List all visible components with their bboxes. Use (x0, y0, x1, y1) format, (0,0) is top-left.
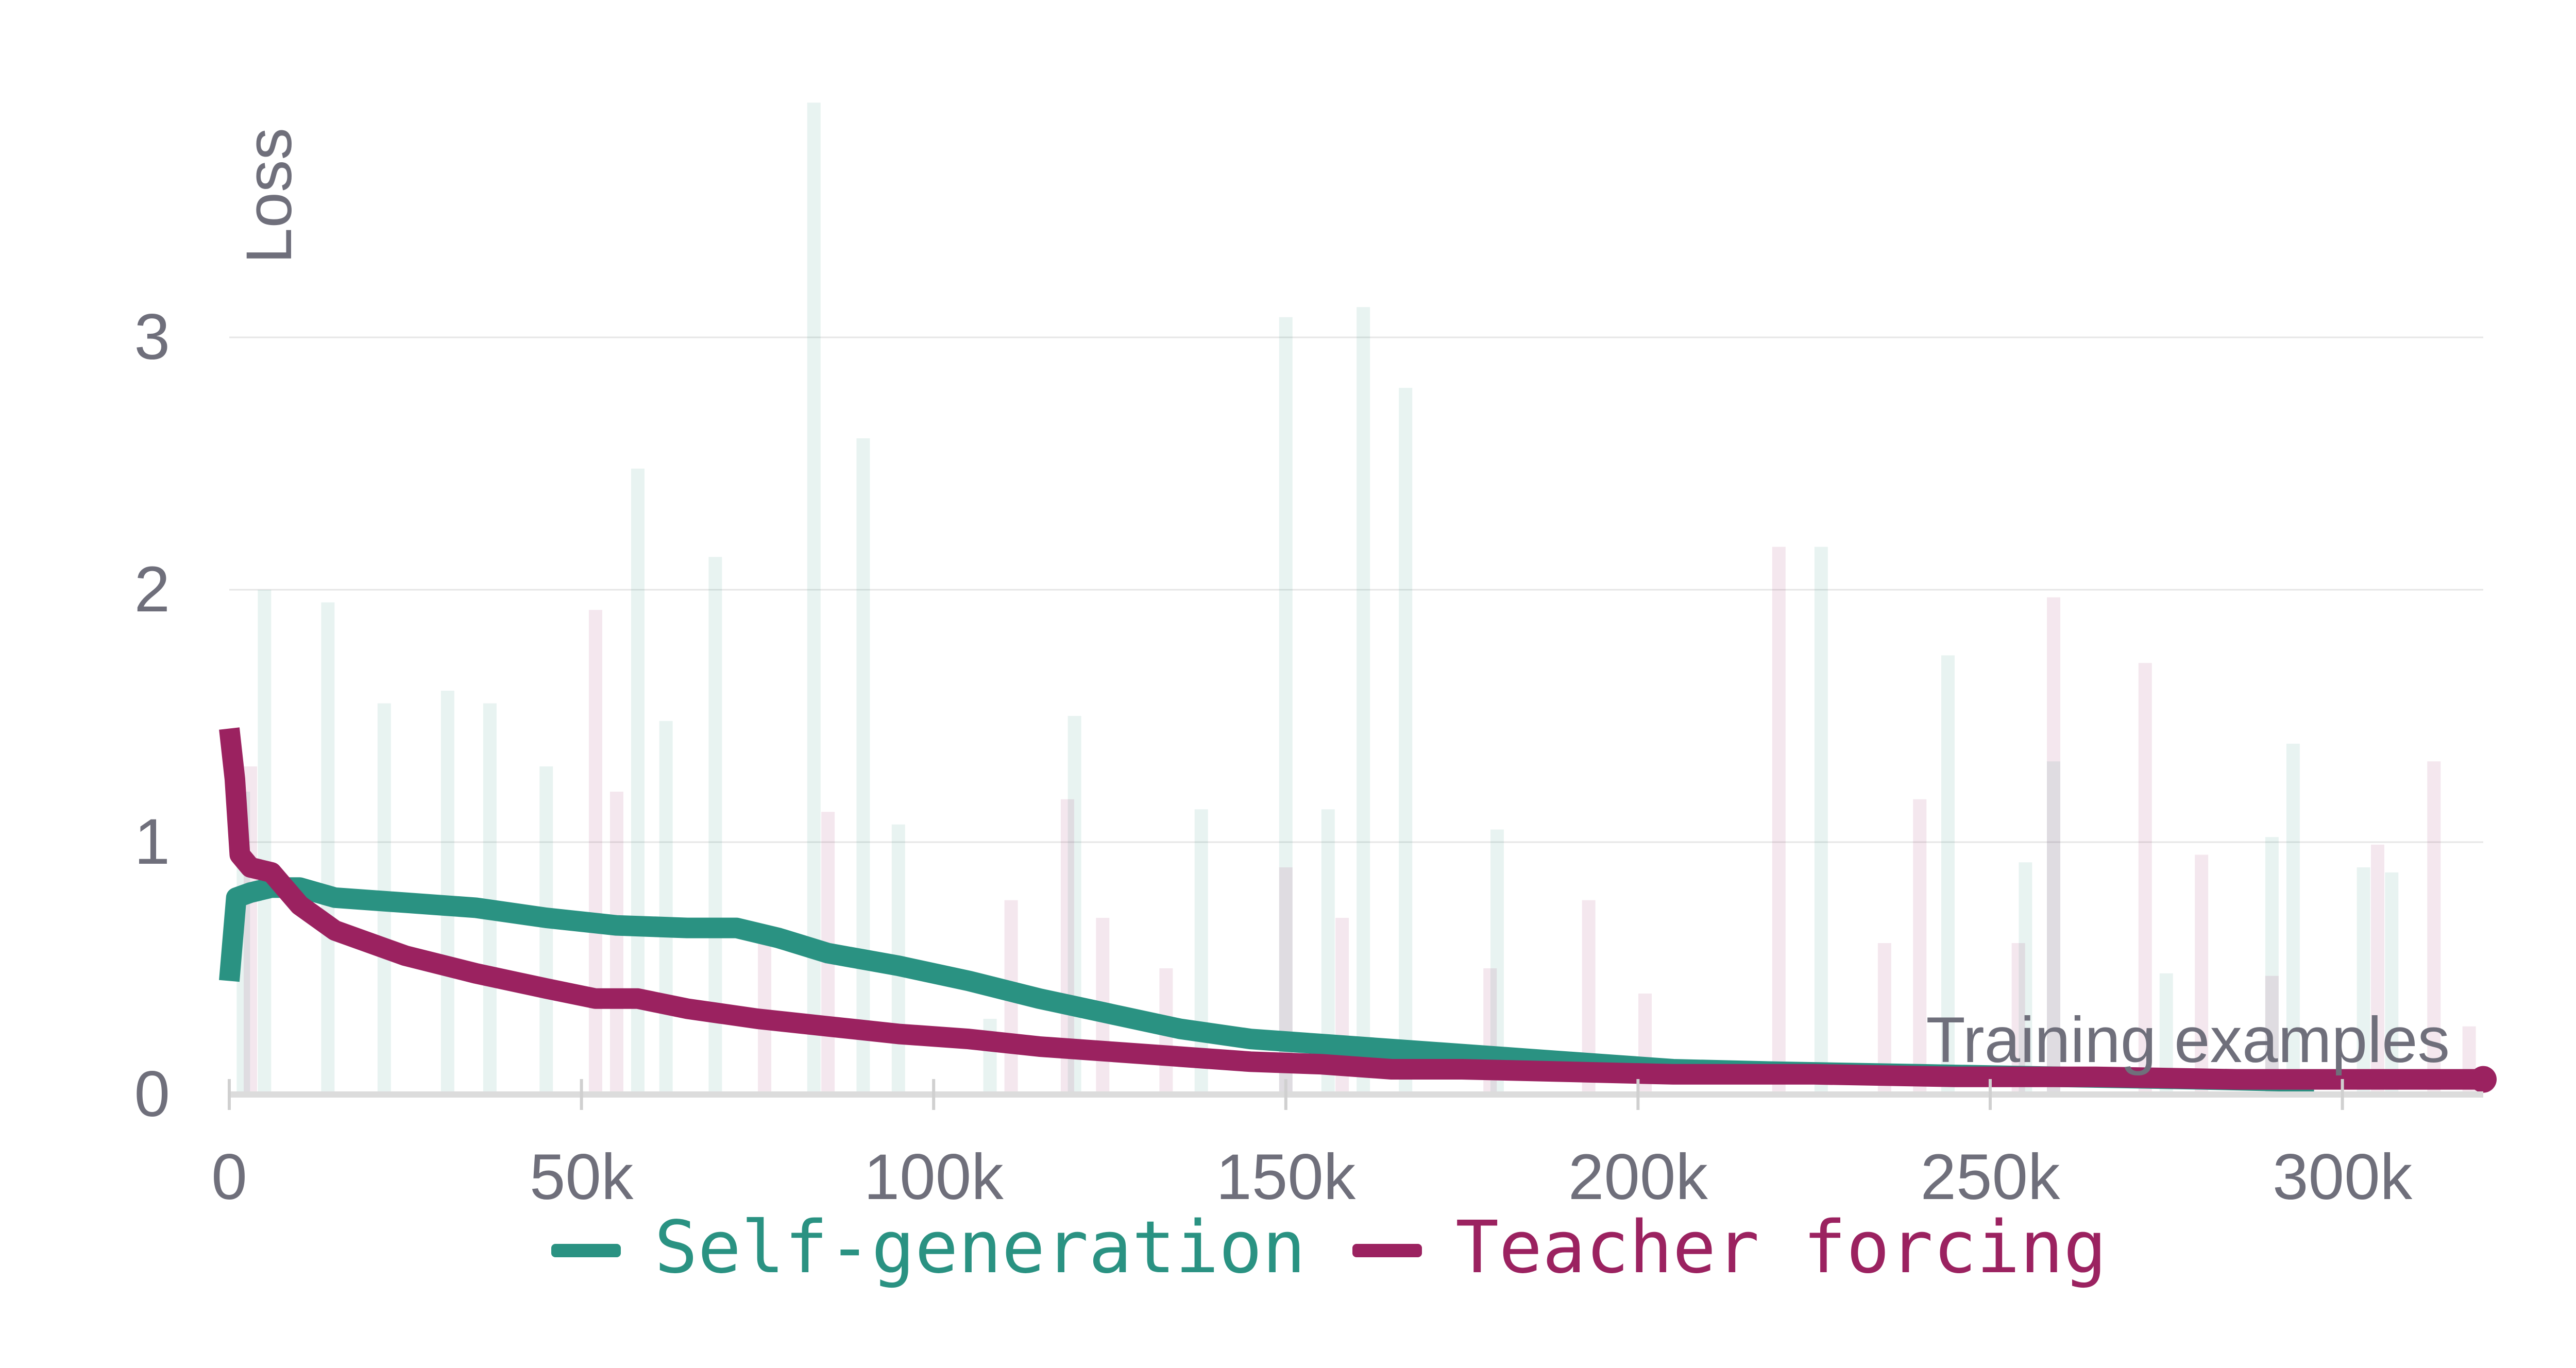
legend-swatch (551, 1244, 621, 1257)
x-tick-label: 150k (1216, 1141, 1356, 1213)
raw-loss-bar (1913, 799, 1927, 1095)
raw-loss-bar (2427, 761, 2441, 1095)
y-axis-title: Loss (233, 128, 305, 264)
y-tick-label: 2 (134, 554, 170, 625)
raw-loss-bar (321, 602, 335, 1095)
smoothed-loss-lines (219, 727, 2497, 1093)
raw-loss-bar (1941, 655, 1955, 1095)
x-tick-label: 250k (1920, 1141, 2060, 1213)
raw-loss-bar (588, 610, 602, 1095)
raw-loss-bar (1194, 809, 1208, 1095)
raw-loss-bar (1399, 388, 1413, 1095)
raw-loss-bar (2357, 867, 2370, 1095)
raw-loss-bar (659, 721, 673, 1095)
y-tick-label: 1 (134, 806, 170, 878)
legend-label: Self-generation (654, 1206, 1306, 1290)
y-tick-label: 3 (134, 301, 170, 373)
legend: Self-generation Teacher forcing (551, 1206, 2107, 1290)
raw-loss-bar (609, 792, 623, 1095)
raw-loss-bar (807, 102, 821, 1095)
raw-loss-bar (1067, 716, 1081, 1095)
raw-loss-bar (2047, 761, 2061, 1095)
axes: 0 1 2 3 0 50k 100k 150k 200k 250k 300k (134, 301, 2483, 1213)
raw-loss-bar (1279, 317, 1293, 1095)
x-tick-label: 300k (2273, 1141, 2413, 1213)
raw-loss-bar (2138, 663, 2152, 1095)
raw-loss-bar (539, 766, 553, 1095)
raw-loss-bar (983, 1019, 997, 1095)
raw-loss-bar (2385, 872, 2399, 1095)
raw-loss-bar (2195, 854, 2209, 1095)
legend-label: Teacher forcing (1455, 1206, 2107, 1290)
x-tick-label: 100k (864, 1141, 1004, 1213)
raw-loss-bar (2370, 844, 2384, 1095)
raw-loss-bar (440, 691, 454, 1095)
raw-loss-bar (258, 590, 272, 1095)
raw-loss-bar (2265, 837, 2279, 1095)
raw-loss-bars (236, 102, 2476, 1095)
series-line-teacher-forcing (219, 727, 2483, 1090)
x-tick-label: 50k (530, 1141, 634, 1213)
raw-loss-bar (1772, 546, 1786, 1095)
x-tick-label: 200k (1568, 1141, 1708, 1213)
raw-loss-bar (1814, 546, 1828, 1095)
raw-loss-bar (1357, 307, 1370, 1095)
x-axis-title: Training examples (1926, 1004, 2450, 1076)
raw-loss-bar (856, 438, 870, 1095)
raw-loss-bar (2286, 743, 2300, 1095)
y-tick-label: 0 (134, 1058, 170, 1130)
raw-loss-bar (2047, 597, 2061, 1095)
x-tick-label: 0 (211, 1141, 247, 1213)
legend-swatch (1352, 1244, 1422, 1257)
raw-loss-bar (2019, 862, 2032, 1095)
series-end-marker (2470, 1066, 2497, 1093)
grid (229, 336, 2483, 843)
